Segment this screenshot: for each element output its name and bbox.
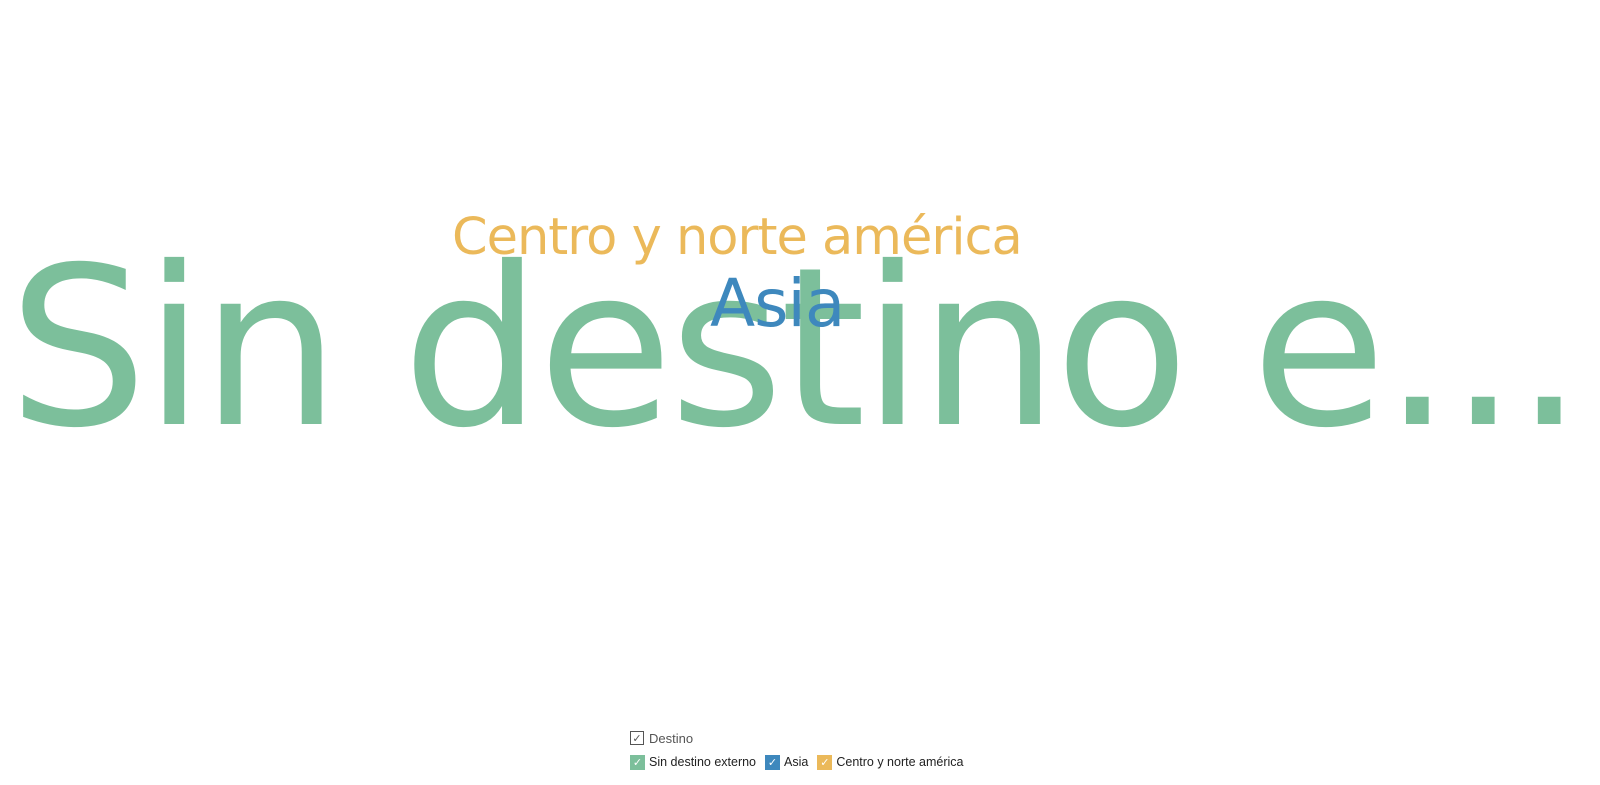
legend-item-sin-destino-externo[interactable]: ✓ Sin destino externo [630,754,757,770]
legend-item-centro-y-norte-america[interactable]: ✓ Centro y norte américa [817,754,964,770]
word-asia[interactable]: Asia [710,265,845,342]
word-sin-destino-externo[interactable]: Sin destino e... [8,220,1584,476]
legend-label: Asia [784,755,809,769]
legend-label: Sin destino externo [649,755,757,769]
legend-items: ✓ Sin destino externo ✓ Asia ✓ Centro y … [630,752,972,772]
legend-title-row[interactable]: ✓ Destino [630,728,972,748]
legend-label: Centro y norte américa [836,755,964,769]
word-centro-y-norte-america[interactable]: Centro y norte américa [452,208,1023,267]
legend-item-asia[interactable]: ✓ Asia [765,754,809,770]
legend: ✓ Destino ✓ Sin destino externo ✓ Asia ✓… [630,728,972,772]
legend-checkbox-centro-y-norte-america[interactable]: ✓ [817,754,833,770]
legend-title: Destino [649,730,694,746]
legend-checkbox-sin-destino-externo[interactable]: ✓ [630,754,645,770]
legend-checkbox-asia[interactable]: ✓ [765,754,781,770]
legend-title-checkbox[interactable]: ✓ [630,731,644,745]
